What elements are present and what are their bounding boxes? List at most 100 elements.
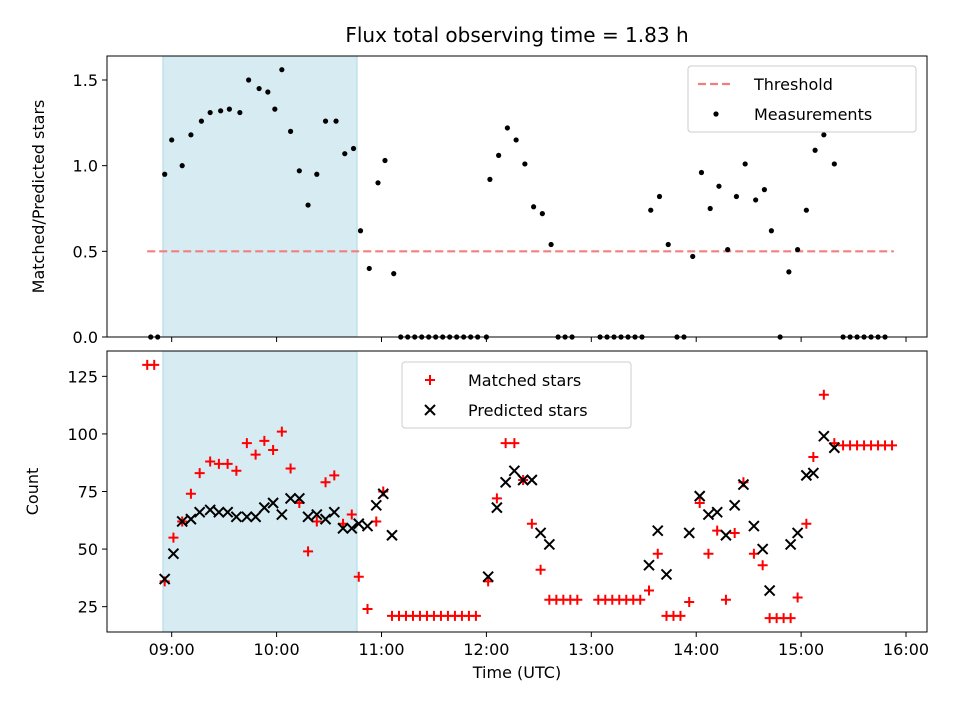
data-point xyxy=(276,426,287,437)
data-point xyxy=(725,247,731,253)
chart-title: Flux total observing time = 1.83 h xyxy=(345,23,688,47)
data-point xyxy=(487,176,493,182)
data-point xyxy=(237,109,243,116)
data-point xyxy=(535,564,546,575)
data-point xyxy=(652,524,664,537)
data-point xyxy=(821,132,827,138)
data-point xyxy=(205,456,216,467)
data-point xyxy=(768,228,774,234)
data-point xyxy=(491,493,502,504)
data-point xyxy=(311,508,323,521)
data-point xyxy=(207,109,213,116)
data-point xyxy=(648,207,654,213)
series-plus xyxy=(142,359,898,624)
data-point xyxy=(807,467,820,479)
data-point xyxy=(382,157,388,164)
shaded-interval xyxy=(162,350,358,633)
data-point xyxy=(386,529,398,541)
y-tick-label: 25 xyxy=(78,598,98,617)
data-point xyxy=(491,501,503,514)
x-axis-label: Time (UTC) xyxy=(472,663,561,682)
data-point xyxy=(342,151,348,157)
data-point xyxy=(737,478,750,491)
data-point xyxy=(350,145,357,152)
data-point xyxy=(303,546,314,557)
data-point xyxy=(204,504,216,516)
data-point xyxy=(226,106,232,112)
data-point xyxy=(785,613,796,624)
y-tick-label: 1.0 xyxy=(73,157,98,176)
data-point xyxy=(346,509,357,520)
data-point xyxy=(756,543,769,555)
data-point xyxy=(508,465,521,477)
data-point xyxy=(346,522,358,535)
data-point xyxy=(482,571,494,583)
data-point xyxy=(353,518,365,530)
series-x xyxy=(158,430,841,597)
data-point xyxy=(249,511,262,523)
data-point xyxy=(302,511,314,523)
legend: Threshold Measurements xyxy=(687,65,917,133)
data-point xyxy=(763,584,776,597)
data-point xyxy=(185,513,197,525)
data-point xyxy=(496,152,502,158)
data-point xyxy=(818,430,830,442)
data-point xyxy=(276,508,288,521)
data-point xyxy=(296,168,302,174)
data-point xyxy=(694,498,705,509)
data-point xyxy=(720,529,732,541)
top-panel: Flux total observing time = 1.83 h 0.0 0.… xyxy=(29,23,928,347)
y-axis-label: Count xyxy=(23,468,42,516)
data-point xyxy=(635,594,646,605)
data-point xyxy=(370,499,382,512)
data-point xyxy=(828,442,841,454)
data-point xyxy=(241,438,252,449)
data-point xyxy=(831,161,837,167)
data-point xyxy=(185,488,196,499)
data-point xyxy=(543,538,556,551)
data-point xyxy=(213,506,225,518)
data-point xyxy=(526,474,538,486)
data-point xyxy=(149,359,160,370)
data-point xyxy=(887,440,898,451)
data-point xyxy=(784,538,797,551)
data-point xyxy=(703,548,714,559)
data-point xyxy=(287,128,294,134)
data-point xyxy=(314,171,320,177)
shaded-interval xyxy=(162,55,358,338)
data-point xyxy=(675,610,686,621)
data-point xyxy=(702,508,715,521)
data-point xyxy=(337,522,349,535)
data-point xyxy=(188,132,194,138)
data-point xyxy=(230,511,243,523)
legend-label: Matched stars xyxy=(468,371,581,390)
data-point xyxy=(246,77,252,83)
data-point xyxy=(284,492,297,505)
data-point xyxy=(258,501,271,514)
x-tick-label: 13:00 xyxy=(568,640,614,659)
data-point xyxy=(311,516,322,527)
data-point xyxy=(193,506,206,518)
data-point xyxy=(162,171,168,177)
x-tick-label: 10:00 xyxy=(254,640,300,659)
data-point xyxy=(652,548,663,559)
data-point xyxy=(534,527,547,539)
data-point xyxy=(539,211,545,217)
data-point xyxy=(812,147,818,153)
data-point xyxy=(716,183,722,189)
data-point xyxy=(265,89,271,95)
data-point xyxy=(504,125,510,131)
data-point xyxy=(194,468,205,479)
data-point xyxy=(241,511,253,523)
data-point xyxy=(499,476,512,488)
x-tick-label: 12:00 xyxy=(463,640,509,659)
data-point xyxy=(720,594,731,605)
data-point xyxy=(748,520,760,532)
data-point xyxy=(572,594,583,605)
data-point xyxy=(795,247,801,253)
data-point xyxy=(377,488,389,500)
data-point xyxy=(707,205,713,212)
data-point xyxy=(329,470,340,481)
data-point xyxy=(742,161,748,167)
